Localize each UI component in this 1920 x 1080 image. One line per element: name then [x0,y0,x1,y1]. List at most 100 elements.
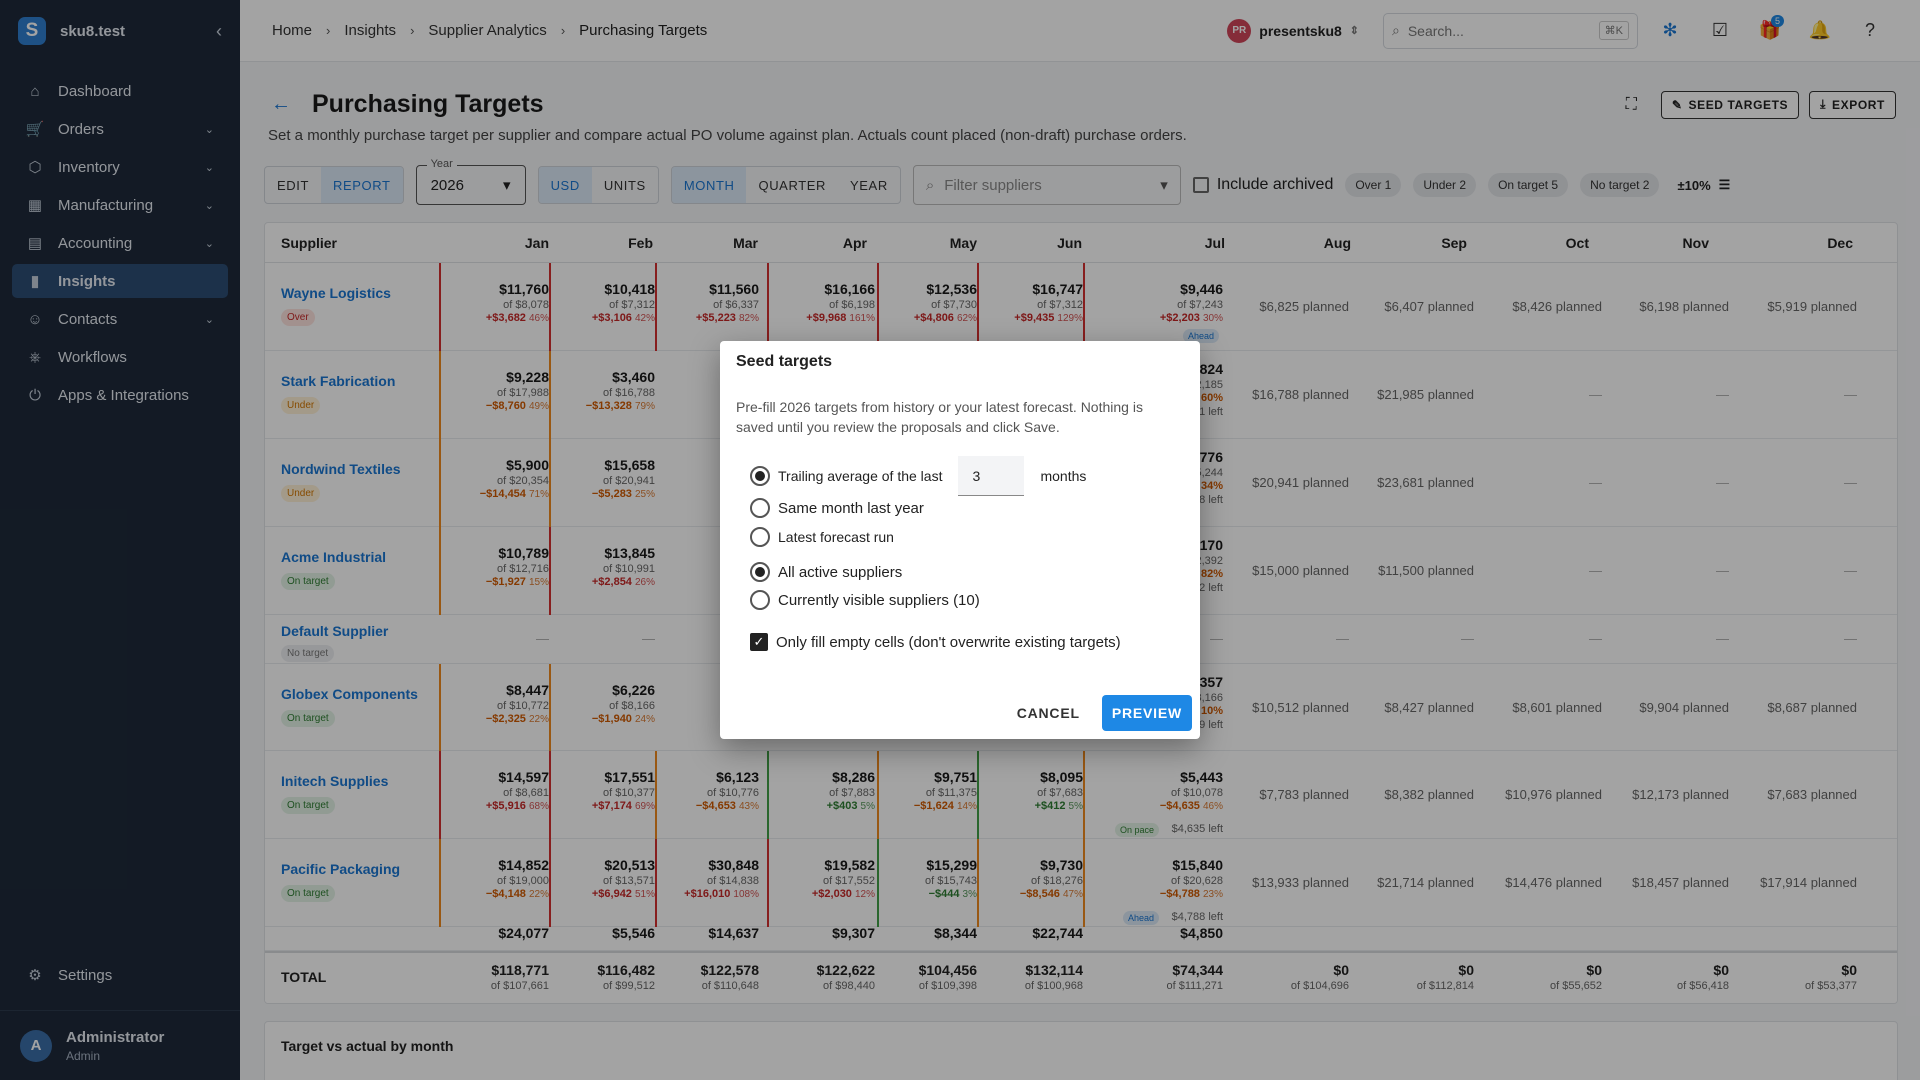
sidebar-item-contacts[interactable]: ☺ Contacts ⌄ [12,302,228,336]
planned-value[interactable]: $8,427 planned [1384,699,1474,715]
table-cell[interactable]: $9,228 of $17,988 −$8,760 49% [486,369,549,414]
table-cell[interactable]: $11,560 of $6,337 +$5,223 82% [696,281,759,326]
supplier-link[interactable]: Nordwind Textiles [281,461,401,477]
sidebar-item-dashboard[interactable]: ⌂ Dashboard [12,74,228,108]
table-cell[interactable]: $13,845 of $10,991 +$2,854 26% [592,545,655,590]
planned-value[interactable]: $7,783 planned [1259,787,1349,802]
table-cell[interactable]: $6,123 of $10,776 −$4,653 43% [696,769,759,814]
table-cell[interactable]: 357 3,166 10% 9 left [1195,674,1223,733]
planned-value[interactable]: $11,500 planned [1378,563,1474,578]
planned-value[interactable]: $8,382 planned [1384,787,1474,802]
planned-value[interactable]: $17,914 planned [1760,875,1857,890]
table-cell[interactable]: $3,460 of $16,788 −$13,328 79% [586,369,655,414]
planned-value[interactable]: $6,825 planned [1259,299,1349,314]
table-cell[interactable]: $15,658 of $20,941 −$5,283 25% [592,457,655,502]
only-empty-checkbox[interactable]: ✓ Only fill empty cells (don't overwrite… [750,633,1121,651]
planned-value[interactable]: $8,687 planned [1767,699,1857,715]
option-forecast[interactable]: Latest forecast run [750,527,894,547]
bell-icon[interactable]: 🔔 [1808,20,1832,40]
planned-value[interactable]: $6,407 planned [1384,299,1474,314]
radio[interactable] [750,527,770,547]
seed-targets-button[interactable]: ✎ SEED TARGETS [1660,90,1800,119]
gift-icon[interactable]: 🎁 5 [1752,13,1788,49]
option-trailing-average[interactable]: Trailing average of the last 3 months [750,456,1086,496]
sidebar-item-inventory[interactable]: ⬡ Inventory ⌄ [12,150,228,184]
sidebar-item-insights[interactable]: ▮ Insights [12,264,228,298]
year-select[interactable]: Year 2026 ▾ [415,158,526,205]
table-cell[interactable]: $9,446 of $7,243 +$2,203 30% [1160,281,1223,326]
ai-sparkle-icon[interactable]: ✻ [1662,20,1678,40]
supplier-link[interactable]: Initech Supplies [281,773,389,789]
radio[interactable] [750,498,770,518]
table-cell[interactable]: $17,551 of $10,377 +$7,174 69% [592,769,655,814]
fullscreen-icon[interactable]: ⛶ [1625,95,1637,113]
planned-value[interactable]: $8,601 planned [1512,699,1602,715]
planned-value[interactable]: $15,000 planned [1252,563,1349,578]
table-cell[interactable]: 824 2,185 60% 1 left [1195,361,1223,420]
checkmark-icon[interactable]: ✓ [750,633,768,651]
supplier-link[interactable]: Globex Components [281,686,418,702]
tolerance-control[interactable]: ±10% ☰ [1677,177,1730,193]
table-cell[interactable]: $8,095 of $7,683 +$412 5% [1035,769,1083,814]
months-input[interactable]: 3 [958,456,1025,496]
sidebar-item-apps-integrations[interactable]: ⏻ Apps & Integrations [12,378,228,412]
sidebar-item-manufacturing[interactable]: ▦ Manufacturing ⌄ [12,188,228,222]
table-cell[interactable]: $9,730 of $18,276 −$8,546 47% [1020,857,1083,902]
back-arrow-icon[interactable]: ← [271,93,291,115]
table-cell[interactable]: 170 2,392 82% 2 left [1195,537,1223,596]
supplier-link[interactable]: Acme Industrial [281,549,387,565]
empty-cell[interactable]: — [1589,475,1602,490]
mode-report[interactable]: REPORT [321,167,403,203]
table-cell[interactable]: $19,582 of $17,552 +$2,030 12% [812,857,875,902]
table-cell[interactable]: $10,789 of $12,716 −$1,927 15% [486,545,549,590]
planned-value[interactable]: $14,476 planned [1505,875,1602,890]
period-quarter[interactable]: QUARTER [758,177,827,193]
option-all-suppliers[interactable]: All active suppliers [750,562,902,582]
supplier-link[interactable]: Pacific Packaging [281,861,401,877]
empty-cell[interactable]: — [1589,387,1602,402]
cancel-button[interactable]: CANCEL [1016,705,1080,721]
crumb-home[interactable]: Home [272,22,313,39]
planned-value[interactable]: $18,457 planned [1632,875,1729,890]
radio-selected[interactable] [750,466,770,486]
table-cell[interactable]: $15,840 of $20,628 −$4,788 23% [1160,857,1223,902]
planned-value[interactable]: $12,173 planned [1632,787,1729,802]
planned-value[interactable]: $6,198 planned [1639,299,1729,314]
chip-under[interactable]: Under 2 [1413,173,1477,197]
table-cell[interactable]: $11,760 of $8,078 +$3,682 46% [486,281,549,326]
table-cell[interactable]: $14,852 of $19,000 −$4,148 22% [486,857,549,902]
empty-cell[interactable]: — [1844,563,1857,578]
chip-over[interactable]: Over 1 [1345,173,1402,197]
unit-usd[interactable]: USD [538,167,592,203]
planned-value[interactable]: $16,788 planned [1252,387,1349,402]
supplier-link[interactable]: Wayne Logistics [281,285,391,301]
table-cell[interactable]: $8,286 of $7,883 +$403 5% [827,769,875,814]
sidebar-item-settings[interactable]: ⚙ Settings [0,958,240,992]
planned-value[interactable]: $8,426 planned [1512,299,1602,314]
search-input[interactable]: ⌕ Search... ⌘K [1383,12,1638,49]
empty-cell[interactable]: — [1716,387,1729,402]
crumb-insights[interactable]: Insights [344,22,397,39]
planned-value[interactable]: $5,919 planned [1767,299,1857,314]
table-cell[interactable]: $12,536 of $7,730 +$4,806 62% [914,281,977,326]
table-cell[interactable]: $15,299 of $15,743 −$444 3% [925,857,977,902]
empty-cell[interactable]: — [1716,475,1729,490]
empty-cell[interactable]: — [1844,387,1857,402]
account-switcher[interactable]: PR presentsku8 ⇕ [1227,18,1359,43]
table-cell[interactable]: $5,900 of $20,354 −$14,454 71% [480,457,549,502]
planned-value[interactable]: $21,985 planned [1377,387,1474,402]
export-button[interactable]: ⤓ EXPORT [1809,90,1896,119]
empty-cell[interactable]: — [1844,475,1857,490]
mode-edit[interactable]: EDIT [277,177,310,193]
chip-on-target[interactable]: On target 5 [1488,173,1569,197]
tasks-icon[interactable]: ☑ [1711,20,1729,40]
empty-cell[interactable]: — [1716,563,1729,578]
sidebar-item-workflows[interactable]: ⎈ Workflows [12,340,228,374]
planned-value[interactable]: $7,683 planned [1767,787,1857,802]
user-menu[interactable]: A Administrator Admin [0,1010,240,1080]
table-cell[interactable]: $5,443 of $10,078 −$4,635 46% [1160,769,1223,814]
table-cell[interactable]: $30,848 of $14,838 +$16,010 108% [684,857,759,902]
period-year[interactable]: YEAR [850,177,888,193]
include-archived-checkbox[interactable]: Include archived [1192,176,1333,194]
planned-value[interactable]: $13,933 planned [1252,875,1349,890]
